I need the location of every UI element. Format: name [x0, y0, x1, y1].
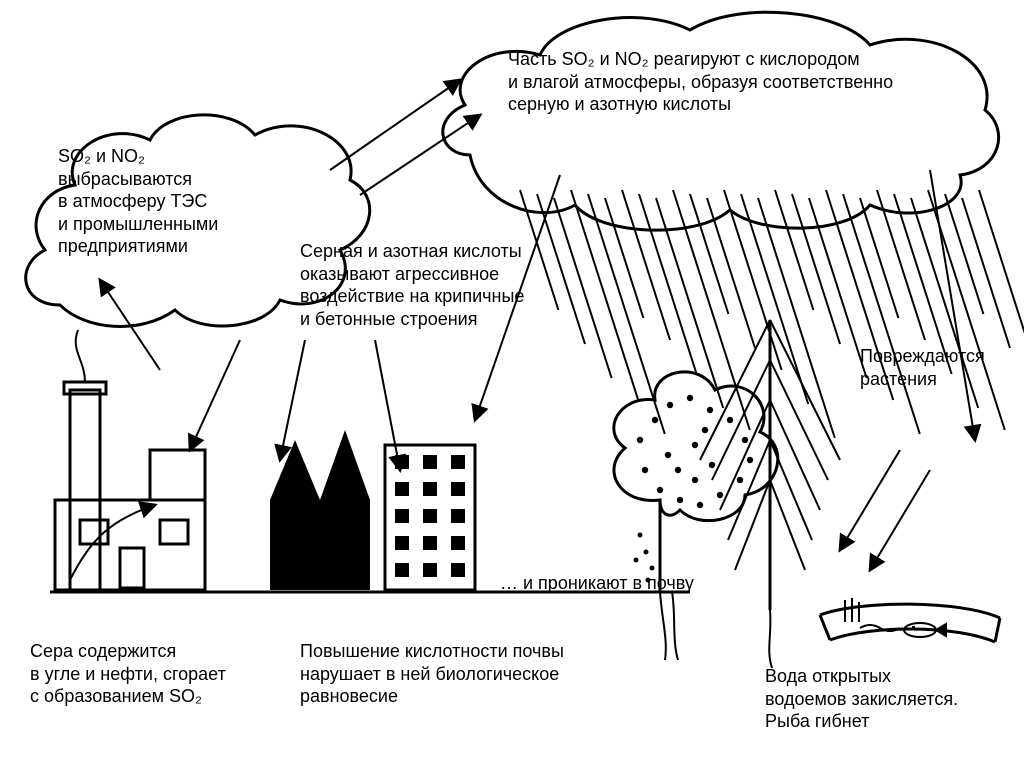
diagram-stage: SO₂ и NO₂ выбрасываются в атмосферу ТЭС …	[0, 0, 1024, 767]
label-emissions: SO₂ и NO₂ выбрасываются в атмосферу ТЭС …	[58, 145, 308, 258]
label-acid-formation: Часть SO₂ и NO₂ реагируют с кислородом и…	[508, 48, 978, 116]
trees	[614, 320, 840, 668]
label-acid-effect: Серная и азотная кислоты оказывают агрес…	[300, 240, 590, 330]
label-plants-damaged: Повреждаются растения	[860, 345, 1020, 390]
pond	[820, 598, 1000, 642]
label-water-acid: Вода открытых водоемов закисляется. Рыба…	[765, 665, 1015, 733]
label-penetrate-soil: … и проникают в почву	[500, 572, 780, 595]
label-sulfur-source: Сера содержится в угле и нефти, сгорает …	[30, 640, 300, 708]
cloud-right	[443, 12, 999, 230]
city-buildings	[270, 430, 475, 590]
label-soil-acidity: Повышение кислотности почвы нарушает в н…	[300, 640, 640, 708]
factory	[55, 330, 205, 590]
